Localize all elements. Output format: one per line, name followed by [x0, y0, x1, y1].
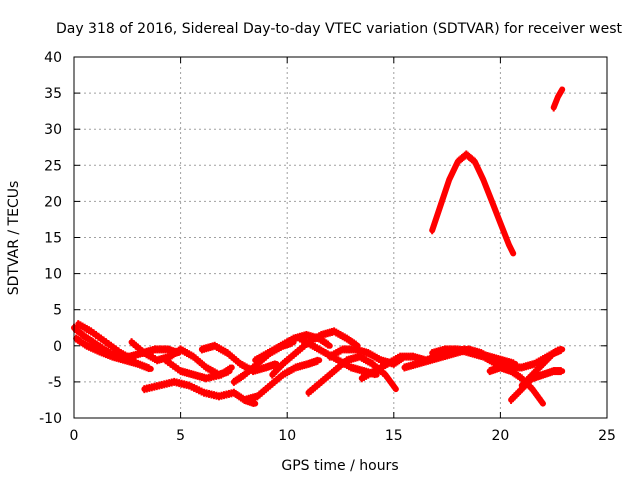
series-trace-e: [141, 377, 259, 407]
y-tick-label: 20: [44, 194, 62, 210]
x-tick-label: 20: [491, 428, 509, 444]
x-tick-label: 5: [176, 428, 185, 444]
grid: [74, 57, 607, 418]
x-axis: 0 5 10 15 20 25: [70, 57, 616, 444]
x-tick-label: 0: [70, 428, 79, 444]
series-trace-i: [241, 356, 323, 404]
x-tick-label: 10: [278, 428, 296, 444]
y-tick-label: 35: [44, 86, 62, 102]
y-tick-label: 15: [44, 231, 62, 247]
x-tick-label: 25: [598, 428, 616, 444]
y-tick-label: 0: [53, 339, 62, 355]
y-tick-label: -10: [39, 411, 62, 427]
y-axis: -10 -5 0 5 10 15 20 25 30 35 40: [39, 50, 607, 427]
series-trace-b: [73, 334, 154, 373]
y-tick-label: 40: [44, 50, 62, 66]
y-tick-label: 25: [44, 158, 62, 174]
series-trace-g: [198, 341, 280, 376]
series-trace-f: [162, 356, 235, 383]
series-trace-t: [518, 346, 566, 390]
y-tick-label: 5: [53, 303, 62, 319]
plot-area: [71, 86, 566, 407]
y-tick-label: 30: [44, 122, 62, 138]
chart-title: Day 318 of 2016, Sidereal Day-to-day VTE…: [56, 21, 623, 37]
y-tick-label: -5: [48, 375, 62, 391]
series-short-segment: [550, 86, 566, 112]
y-tick-label: 10: [44, 267, 62, 283]
y-axis-label: SDTVAR / TECUs: [6, 181, 22, 296]
x-axis-label: GPS time / hours: [281, 458, 398, 474]
series-arc: [429, 150, 517, 257]
series-trace-c: [75, 320, 137, 364]
x-tick-label: 15: [385, 428, 403, 444]
